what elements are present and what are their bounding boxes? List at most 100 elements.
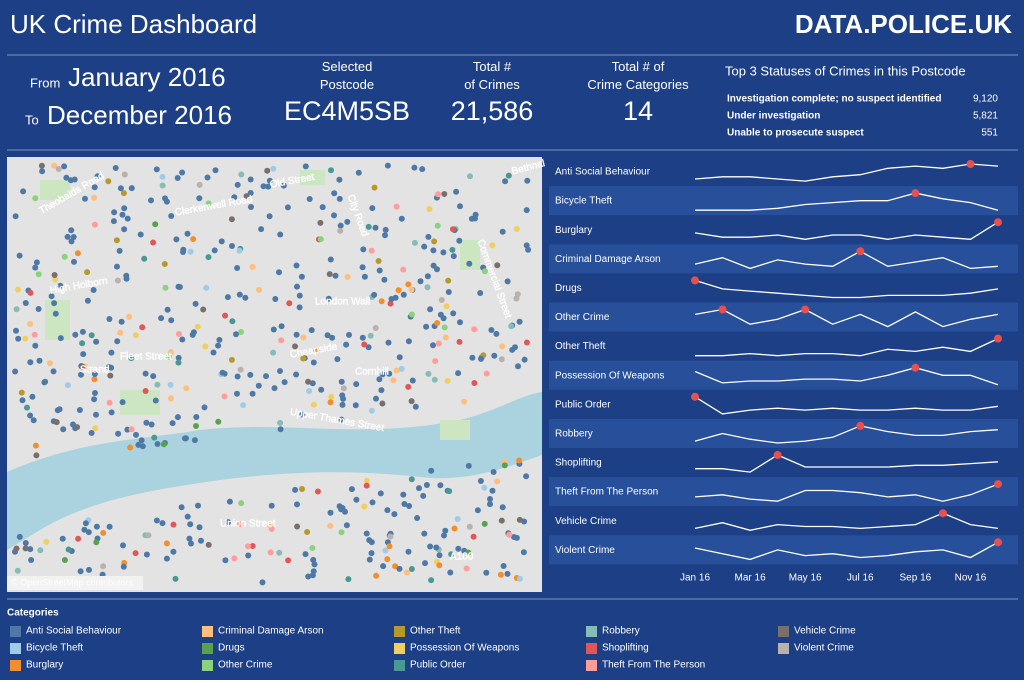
crime-dot <box>430 247 437 254</box>
crime-dot <box>319 204 326 211</box>
crime-dot <box>371 291 378 298</box>
crime-dot <box>398 215 405 222</box>
crime-dot <box>52 276 59 283</box>
crime-dot <box>91 221 98 228</box>
crime-dot <box>143 551 150 558</box>
crime-dot <box>108 409 115 416</box>
series-label: Theft From The Person <box>555 487 658 498</box>
crime-dot <box>361 341 368 348</box>
crime-dot <box>306 196 313 202</box>
crime-dot <box>276 269 282 276</box>
crime-dot <box>369 499 376 506</box>
crime-dot <box>378 298 385 305</box>
crime-dot <box>411 164 418 171</box>
series-label: Other Theft <box>555 341 606 352</box>
crime-dot <box>408 476 415 483</box>
crime-dot <box>70 421 76 428</box>
crime-dot <box>35 271 42 278</box>
brand: DATA.POLICE.UK <box>795 9 1012 39</box>
crime-dot <box>240 402 247 409</box>
crime-dot <box>168 213 175 219</box>
crime-dot <box>293 331 300 338</box>
crime-dot <box>77 568 84 575</box>
crime-dot <box>396 565 403 572</box>
crime-dot <box>154 381 161 388</box>
legend-swatch <box>202 643 213 654</box>
crime-dot <box>302 551 309 558</box>
row-band <box>549 186 1018 216</box>
crime-dot <box>450 310 457 317</box>
crime-dot <box>382 232 388 239</box>
crime-dot <box>329 334 336 341</box>
crime-dot <box>296 304 303 311</box>
crime-dot <box>353 496 360 503</box>
crime-dot <box>234 265 241 271</box>
crime-dot <box>509 346 516 353</box>
max-point <box>691 276 699 285</box>
crime-dot <box>91 194 98 201</box>
crime-dot <box>336 176 343 183</box>
crime-dot <box>435 340 442 347</box>
legend-swatch <box>586 626 597 637</box>
crime-dot <box>84 297 91 304</box>
crime-dot <box>159 173 166 180</box>
crime-dot <box>132 332 139 339</box>
crime-dot <box>27 320 34 327</box>
crime-dot <box>440 315 447 322</box>
crime-dot <box>487 496 493 502</box>
crime-dot <box>82 520 89 527</box>
crime-dot <box>371 184 378 191</box>
sparkline <box>695 192 999 211</box>
crime-dot <box>455 545 462 552</box>
crime-dot <box>139 324 146 331</box>
crime-dot <box>296 292 303 299</box>
crime-dot <box>470 533 477 540</box>
crime-dot <box>451 525 458 532</box>
crime-dot <box>294 523 301 530</box>
series-label: Vehicle Crime <box>555 516 617 527</box>
crime-dot <box>119 211 126 218</box>
row-band <box>549 244 1018 274</box>
crime-dot <box>27 412 34 419</box>
crime-dot <box>516 575 523 582</box>
crime-dot <box>513 226 520 232</box>
crime-dot <box>317 236 324 243</box>
crime-dot <box>51 300 58 307</box>
crime-dot <box>123 275 130 282</box>
crime-dot <box>326 271 333 278</box>
crime-dot <box>187 248 194 255</box>
crime-dot <box>478 355 484 362</box>
crime-dot <box>268 502 275 509</box>
crime-dot <box>344 274 351 280</box>
max-point <box>938 509 947 518</box>
crime-dot <box>456 338 463 345</box>
crime-dot <box>441 532 447 539</box>
crime-dot <box>163 540 170 547</box>
crime-dot <box>396 354 403 361</box>
crime-dot <box>516 318 523 325</box>
legend-label: Vehicle Crime <box>794 626 856 637</box>
row-band <box>549 157 1018 187</box>
kpi-label: Total # of Crimes <box>464 59 520 92</box>
crime-dot <box>332 272 339 279</box>
kpi-value: 14 <box>623 96 653 126</box>
crime-dot <box>112 165 119 171</box>
legend-label: Public Order <box>410 660 466 671</box>
crime-dot <box>344 218 351 225</box>
crime-dot <box>169 420 176 427</box>
crime-dot <box>47 360 53 367</box>
kpi-label: Selected Postcode <box>320 59 374 92</box>
crime-dot <box>450 226 456 233</box>
crime-dot <box>400 491 407 498</box>
crime-dot <box>400 266 407 273</box>
crime-dot <box>51 272 58 278</box>
crime-dot <box>114 263 120 270</box>
crime-dot <box>398 365 405 372</box>
crime-dot <box>204 174 211 181</box>
crime-dot <box>314 488 321 495</box>
legend-label: Shoplifting <box>602 643 649 654</box>
crime-dot <box>271 385 278 392</box>
crime-dot <box>384 507 391 514</box>
